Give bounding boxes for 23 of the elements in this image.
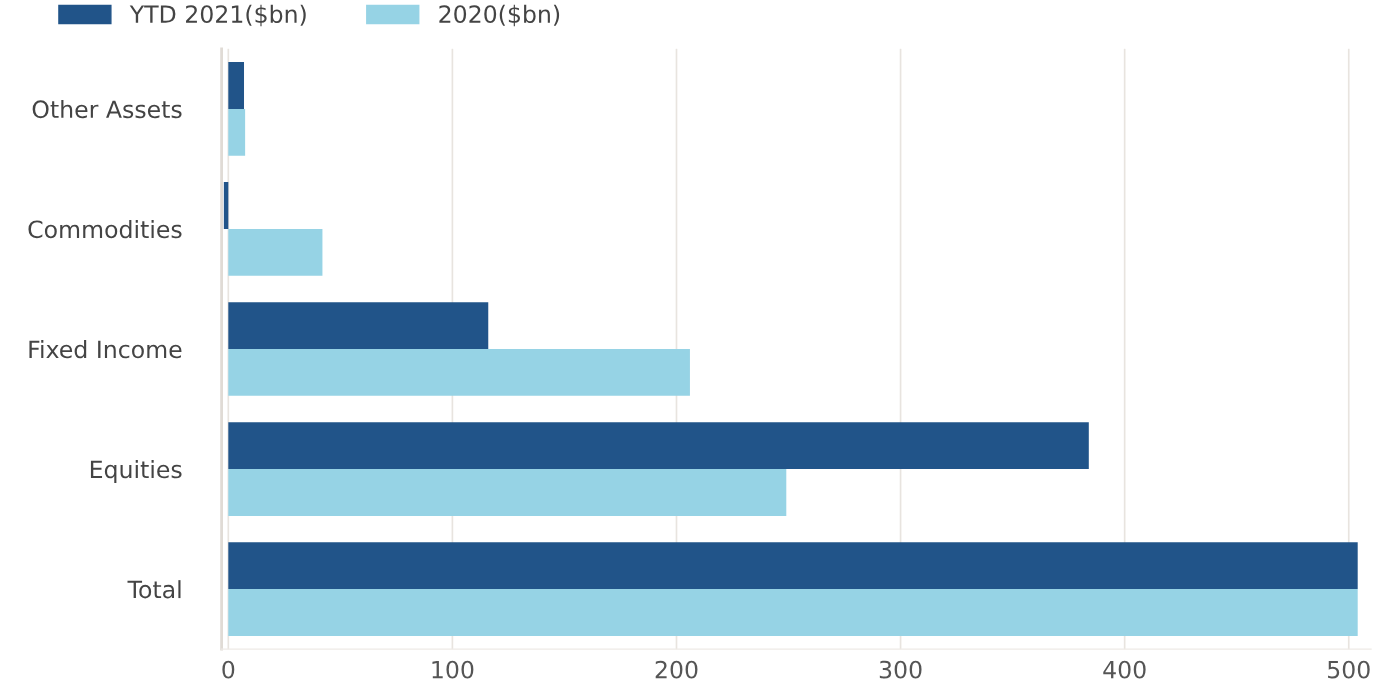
bar <box>228 62 245 109</box>
bar <box>228 108 246 156</box>
y-tick-label: Commodities <box>28 219 182 239</box>
legend-label: 2020($bn) <box>439 4 560 27</box>
y-tick-label: Total <box>127 580 181 599</box>
bar <box>228 469 787 516</box>
y-tick-label: Equities <box>90 460 182 483</box>
x-tick-label: 500 <box>1328 660 1370 679</box>
bar <box>228 349 690 396</box>
y-tick-label: Fixed Income <box>29 340 182 359</box>
x-tick-label: 400 <box>1103 660 1146 679</box>
bar <box>228 589 1358 636</box>
bar <box>223 182 229 229</box>
bar <box>228 302 489 349</box>
y-tick-label: Other Assets <box>32 99 182 119</box>
legend-label: YTD 2021($bn) <box>129 4 306 27</box>
bar <box>228 542 1358 590</box>
x-tick-label: 100 <box>432 660 474 679</box>
bar <box>228 422 1089 470</box>
bar <box>228 228 323 276</box>
x-tick-label: 0 <box>222 660 235 679</box>
x-tick-label: 200 <box>655 660 698 679</box>
x-tick-label: 300 <box>879 660 922 679</box>
